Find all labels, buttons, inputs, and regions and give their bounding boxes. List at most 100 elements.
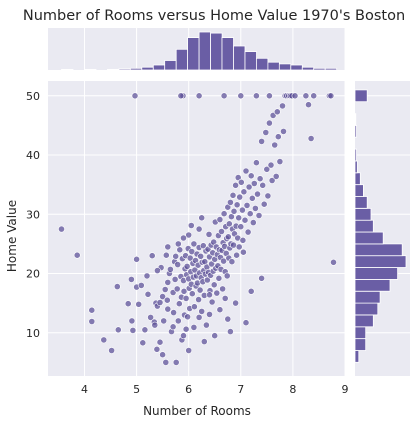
data-point (258, 274, 265, 282)
top-histogram-bar (244, 51, 257, 71)
top-histogram-bar (187, 37, 200, 71)
data-point (183, 262, 191, 270)
data-point (258, 137, 265, 145)
data-point (182, 294, 190, 302)
top-histogram-bar (198, 31, 212, 71)
x-tick-label: 4 (81, 383, 88, 396)
y-axis-label: Home Value (5, 200, 19, 272)
data-point (255, 212, 263, 219)
data-point (113, 283, 121, 290)
data-point (252, 92, 260, 100)
data-point (124, 300, 132, 308)
data-point (265, 92, 273, 100)
data-point (159, 293, 166, 300)
top-histogram-bar (233, 45, 246, 71)
data-point (250, 180, 258, 187)
y-tick-label: 40 (26, 149, 40, 162)
data-point (247, 172, 255, 180)
top-histogram-bar (152, 64, 166, 71)
data-point (180, 287, 188, 295)
data-point (185, 347, 193, 354)
data-point (164, 305, 172, 313)
data-point (195, 225, 203, 233)
data-point (220, 257, 227, 265)
data-point (256, 175, 264, 183)
data-point (267, 161, 275, 169)
x-tick-label: 5 (133, 383, 140, 396)
right-histogram-bar (354, 148, 357, 162)
data-point (234, 174, 242, 181)
top-histogram-bar (290, 64, 303, 71)
right-histogram-bar (354, 350, 360, 363)
data-point (260, 200, 268, 208)
data-point (166, 265, 174, 273)
data-point (239, 236, 247, 244)
data-point (327, 92, 335, 100)
data-point (164, 243, 172, 251)
right-histogram-panel (354, 81, 410, 376)
data-point (190, 303, 198, 311)
data-point (208, 260, 215, 268)
data-point (233, 201, 241, 209)
data-point (180, 234, 187, 242)
data-point (210, 281, 218, 289)
data-point (310, 92, 318, 100)
y-tick-label: 10 (26, 327, 40, 340)
data-point (137, 281, 145, 289)
y-tick-label: 50 (26, 90, 40, 103)
data-point (330, 258, 337, 266)
data-point (225, 220, 233, 228)
x-axis-label: Number of Rooms (143, 404, 251, 418)
data-point (187, 222, 195, 229)
data-point (273, 108, 281, 116)
data-point (129, 326, 137, 334)
top-histogram-bar (267, 61, 280, 71)
data-point (195, 92, 203, 100)
data-point (199, 242, 207, 250)
right-histogram-bar (354, 338, 367, 351)
data-point (240, 188, 248, 196)
data-point (174, 261, 182, 268)
data-point (247, 287, 255, 295)
data-point (172, 252, 180, 260)
data-point (249, 219, 257, 226)
data-point (139, 339, 147, 347)
data-point (226, 328, 234, 335)
data-point (114, 326, 122, 334)
data-point (237, 223, 245, 231)
data-point (185, 231, 193, 239)
y-tick-label: 20 (26, 268, 40, 281)
data-point (268, 177, 276, 184)
data-point (200, 338, 208, 345)
data-point (215, 274, 223, 282)
data-point (141, 326, 149, 334)
top-histogram-bar (141, 66, 154, 71)
data-point (245, 183, 253, 191)
data-point (264, 192, 272, 200)
top-histogram-bar (221, 37, 234, 71)
data-point (219, 285, 226, 293)
data-point (254, 190, 261, 198)
data-point (302, 92, 310, 100)
data-point (128, 317, 136, 325)
data-point (241, 216, 249, 224)
data-point (263, 165, 271, 173)
data-point (180, 332, 187, 340)
data-point (205, 230, 213, 238)
data-point (147, 313, 154, 321)
data-point (233, 251, 240, 259)
data-point (190, 323, 198, 331)
data-point (195, 296, 202, 303)
data-point (224, 233, 232, 241)
data-point (272, 172, 280, 180)
top-histogram-bar (61, 69, 74, 71)
data-point (220, 210, 228, 218)
data-point (218, 228, 225, 235)
data-point (153, 345, 161, 353)
top-histogram-bar (118, 68, 131, 71)
top-histogram-bar (324, 67, 338, 71)
data-point (175, 300, 183, 308)
data-point (88, 306, 96, 314)
data-point (280, 127, 287, 135)
